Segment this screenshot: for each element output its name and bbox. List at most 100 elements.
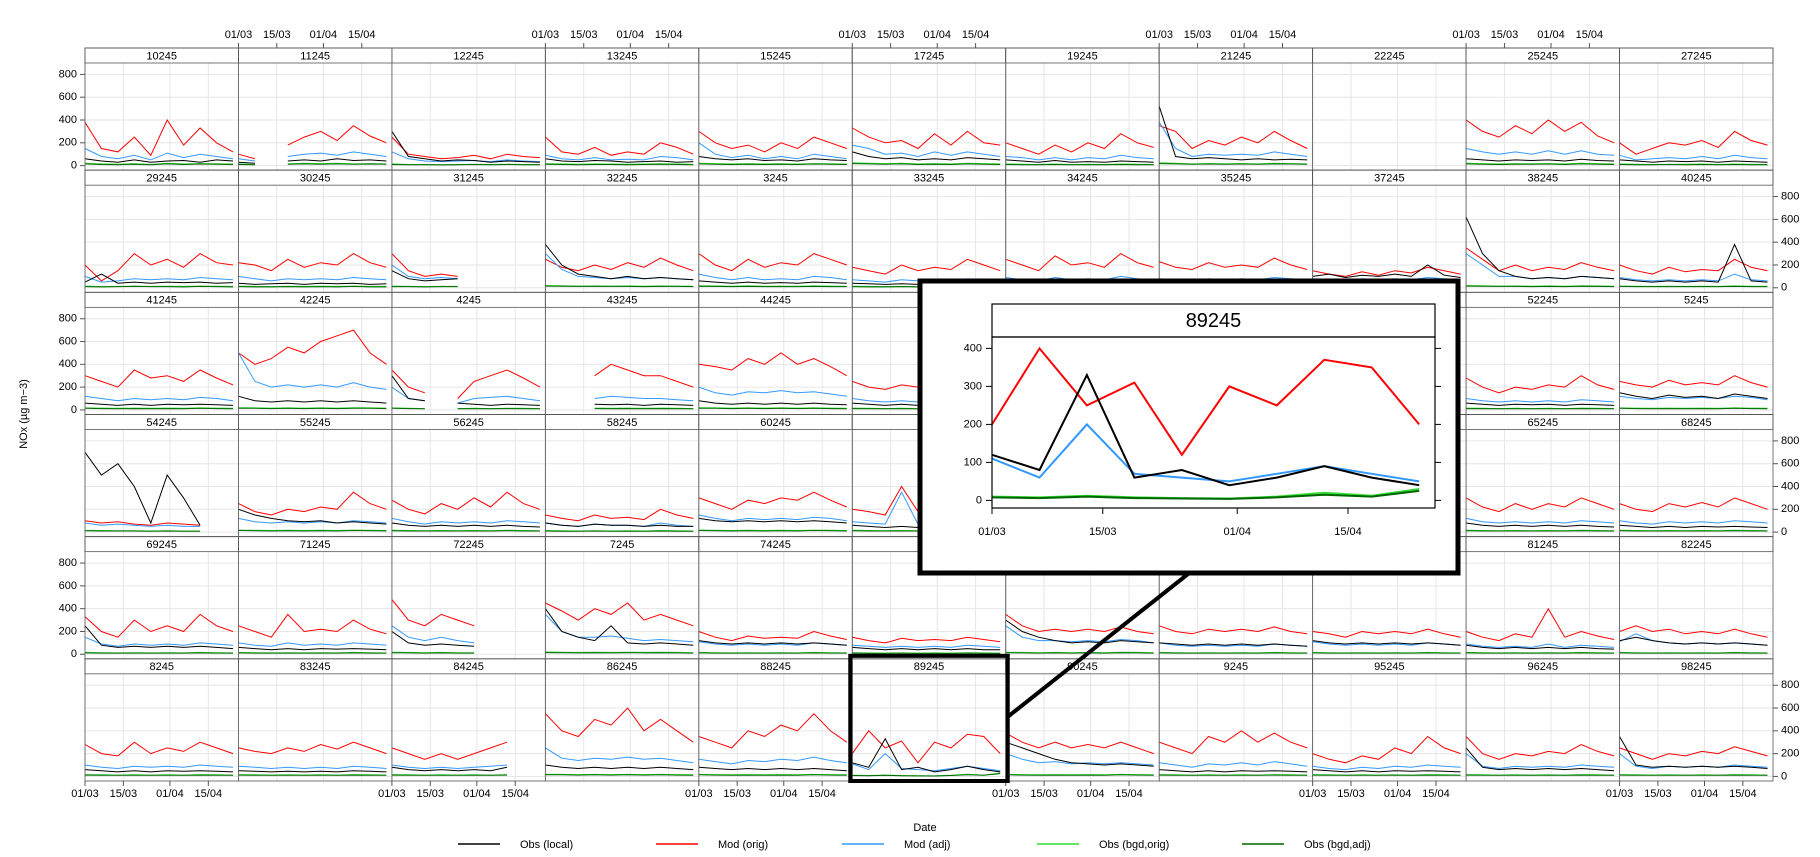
x-tick-label: 01/04 [1230,29,1258,41]
x-axis-label: Date [913,822,936,834]
panel-title: 96245 [1528,661,1559,673]
series-line [1312,266,1461,277]
inset-y-tick-label: 200 [964,418,982,430]
panel-title: 65245 [1528,417,1559,429]
inset-x-tick-label: 01/03 [978,526,1006,538]
series-line [1619,392,1768,400]
y-tick-label: 400 [1781,725,1799,737]
series-line [698,491,847,510]
series-line [1619,273,1768,282]
series-line [1466,522,1615,528]
panel-title: 33245 [914,173,945,185]
panel-frame [1312,47,1467,171]
panel-title: 74245 [760,539,791,551]
x-tick-label: 15/03 [877,29,905,41]
series-line [238,151,387,162]
x-tick-label: 01/04 [1691,788,1719,800]
inset-header [991,303,1436,338]
series-line [545,257,694,272]
panel-frame [391,414,546,538]
y-tick-label: 0 [1781,526,1787,538]
series-line [991,422,1420,483]
x-tick-label: 15/04 [1269,29,1297,41]
inset-x-tick-label: 01/04 [1223,526,1251,538]
panel-title: 98245 [1681,661,1712,673]
series-line [1465,148,1615,156]
series-line [84,764,234,770]
series-line [1619,636,1768,646]
inset-x-tick-label: 15/04 [1334,526,1362,538]
series-line [1619,258,1768,275]
series-line [544,608,694,646]
legend-label: Obs (bgd,orig) [1099,839,1169,851]
inset-y-tick-label: 300 [964,380,982,392]
y-axis-label: NOx (µg m−3) [18,379,30,449]
x-tick-label: 01/04 [923,29,951,41]
series-line [698,273,847,281]
series-line [1312,735,1461,764]
series-line [545,244,694,281]
legend-label: Obs (bgd,adj) [1304,839,1371,851]
series-line [545,163,694,166]
series-line [391,264,458,280]
panel-title: 88245 [760,661,791,673]
panel-frame [1158,169,1314,293]
panel-title: 29245 [146,173,177,185]
series-line [545,747,694,764]
series-line [84,625,234,650]
y-tick-label: 600 [1781,213,1799,225]
series-line [1619,746,1768,760]
series-line [1312,769,1461,773]
panel-frame [544,414,700,538]
series-line [84,530,201,532]
series-line [698,756,847,765]
series-line [84,275,234,283]
y-tick-label: 600 [1781,702,1799,714]
series-line [852,258,1001,275]
series-line [1005,613,1154,635]
series-line [1465,736,1615,760]
y-tick-label: 400 [1781,480,1799,492]
series-line [852,636,1001,644]
x-tick-label: 15/03 [263,29,291,41]
series-line [852,144,1001,158]
panel-frame [238,169,393,293]
series-line [545,602,694,627]
series-line [1159,730,1308,755]
series-line [1466,644,1615,650]
series-line [545,652,694,654]
series-line [1619,524,1768,529]
x-tick-label: 01/03 [378,788,406,800]
series-line [698,280,847,284]
series-line [852,752,1001,772]
panel-title: 11245 [300,50,330,62]
series-line [594,395,694,402]
x-tick-label: 01/04 [310,29,338,41]
series-line [391,151,540,163]
panel-title: 38245 [1528,173,1559,185]
series-line [84,252,234,282]
series-line [698,386,847,397]
series-line [852,151,1001,161]
panel-frame [391,47,546,171]
panel-title: 21245 [1221,50,1252,62]
panel-frame [1619,658,1774,782]
panel-frame [1005,47,1160,171]
panel-frame [84,291,239,415]
series-line [545,158,694,163]
series-line [238,613,387,638]
series-line [238,508,387,525]
y-tick-label: 600 [59,335,77,347]
series-line [545,707,694,743]
panel-title: 3245 [763,173,787,185]
series-line [84,769,234,773]
series-line [84,452,201,526]
panel-title: 19245 [1067,50,1098,62]
series-line [545,154,694,161]
series-line [84,407,234,410]
inset-y-tick-label: 0 [976,494,982,506]
y-tick-label: 800 [59,68,77,80]
panel-title: 25245 [1528,50,1559,62]
series-line [698,517,847,524]
series-line [1312,628,1461,638]
